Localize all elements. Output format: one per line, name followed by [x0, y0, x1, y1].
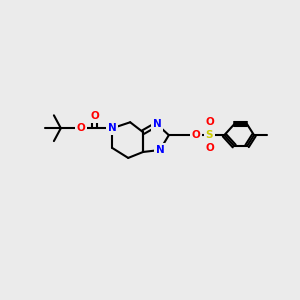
Text: N: N	[155, 145, 164, 155]
Text: O: O	[191, 130, 200, 140]
Text: O: O	[205, 117, 214, 127]
Text: S: S	[206, 130, 213, 140]
Text: O: O	[205, 143, 214, 153]
Text: O: O	[90, 111, 99, 121]
Text: N: N	[108, 123, 117, 133]
Text: O: O	[76, 123, 85, 133]
Text: N: N	[153, 119, 161, 129]
